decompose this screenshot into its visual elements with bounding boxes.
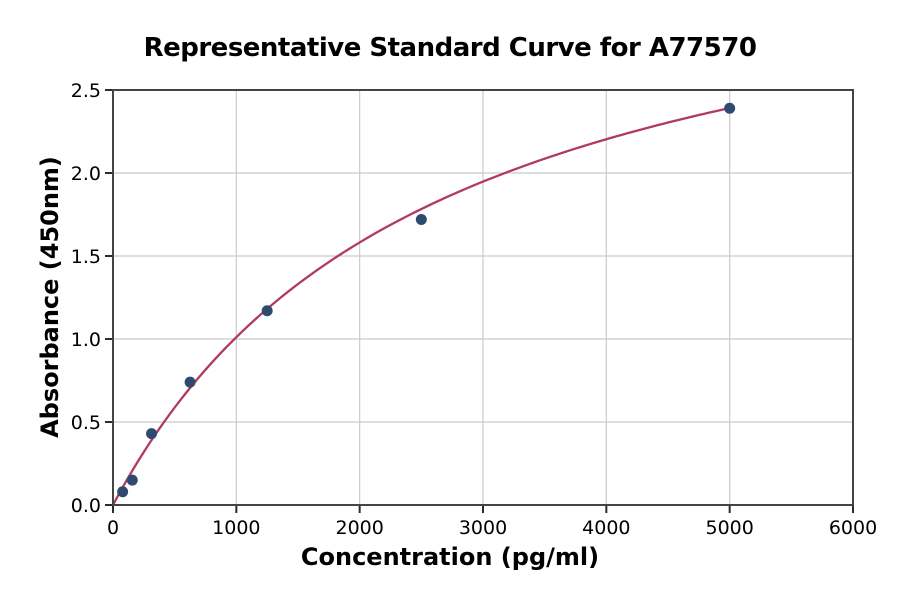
data-point [724,102,736,114]
chart-title: Representative Standard Curve for A77570 [143,33,757,63]
x-tick-label: 1000 [212,517,260,539]
x-axis-label: Concentration (pg/ml) [300,543,600,571]
y-tick-label: 2.5 [71,80,101,102]
plot-frame [112,89,854,506]
data-point [117,486,129,498]
y-tick-label: 0.5 [71,412,101,434]
fit-curve-line [111,108,725,506]
x-tick-label: 3000 [459,517,507,539]
y-tick-label: 1.5 [71,246,101,268]
x-tick-label: 2000 [335,517,383,539]
x-tick-label: 0 [107,517,119,539]
y-tick-label: 0.0 [71,495,101,517]
x-tick-label: 5000 [705,517,753,539]
y-tick-label: 1.0 [71,329,101,351]
x-tick-label: 4000 [582,517,630,539]
y-tick-label: 2.0 [71,163,101,185]
data-points [117,102,736,498]
data-point [261,305,273,317]
axis-ticks: 0 1000 2000 3000 4000 5000 6000 0.0 0.5 1.0 1.5 2.0… [71,80,877,539]
x-tick-label: 6000 [829,517,877,539]
data-point [184,376,196,388]
data-point [126,474,138,486]
data-point [146,428,158,440]
data-point [415,213,427,225]
grid-lines [112,89,854,506]
